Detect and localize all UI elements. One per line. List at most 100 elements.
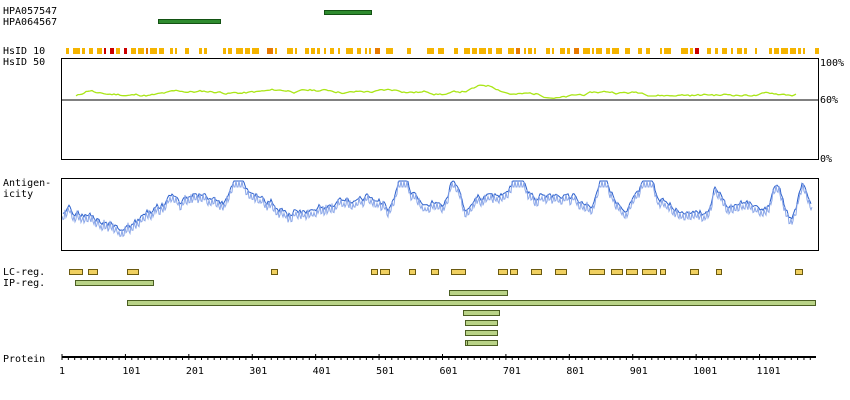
hsid10-mark [744,48,747,54]
protein-tick-label: 1001 [693,366,718,377]
hsid10-mark [245,48,250,54]
lc-region-bar [498,269,509,275]
lc-region-bar [660,269,666,275]
hsid10-mark [116,48,120,54]
identity-line [75,84,797,100]
protein-tick-label: 801 [566,366,585,377]
hsid10-mark [146,48,148,54]
hsid10-mark [104,48,106,54]
hsid10-mark [330,48,334,54]
hsid10-mark [516,48,520,54]
lc-region-bar [379,269,390,275]
hsid10-mark [496,48,502,54]
hsid10-mark [228,48,232,54]
hsid10-mark [185,48,189,54]
hsid10-mark [790,48,796,54]
hsid10-mark [159,48,164,54]
lc-region-bar [690,269,700,275]
hsid10-mark [338,48,340,54]
hsid10-mark [305,48,309,54]
hsid10-mark [596,48,602,54]
hsid10-mark [488,48,492,54]
protein-tick-label: 201 [185,366,204,377]
hsid50-label: HsID 50 [3,57,46,68]
hsid10-mark [646,48,650,54]
protein-tick-label: 301 [249,366,268,377]
hsid10-mark [769,48,772,54]
hsid10-mark [803,48,805,54]
hsid10-mark [681,48,688,54]
hsid10-mark [407,48,411,54]
hsid10-mark [479,48,486,54]
hsid10-mark [386,48,393,54]
hsid10-mark [660,48,662,54]
hsid10-mark [199,48,202,54]
antibody-bar [323,10,373,15]
hsid-max-label: 100% [820,58,845,69]
hsid10-mark [472,48,477,54]
protein-tick-label: 1101 [756,366,781,377]
hsid10-mark [715,48,718,54]
ip-region-bar [127,300,816,306]
hsid-mid-label: 60% [820,95,839,106]
hsid10-mark [781,48,788,54]
hsid10-mark [755,48,757,54]
hsid10-mark [508,48,514,54]
lc-region-bar [431,269,440,275]
hsid10-mark [695,48,699,54]
lc-region-bar [370,269,379,275]
protein-tick-label: 401 [312,366,331,377]
hsid10-label: HsID 10 [3,46,46,57]
hsid10-mark [365,48,367,54]
hsid10-mark [560,48,565,54]
hsid10-mark [464,48,470,54]
ip-region-bar [465,330,498,336]
hsid10-mark [287,48,293,54]
antibody-label-1: HPA057547 [3,6,58,17]
hsid10-mark [664,48,671,54]
ip-region-bar [466,340,498,346]
hsid10-mark [574,48,579,54]
identity-panel [61,58,819,160]
hsid10-track [62,48,819,54]
lc-region-bar [715,269,722,275]
lc-region-bar [127,269,139,275]
hsid10-mark [798,48,801,54]
lc-region-bar [450,269,466,275]
hsid10-mark [638,48,642,54]
hsid10-mark [66,48,69,54]
hsid10-mark [275,48,277,54]
hsid10-mark [204,48,207,54]
protein-tick-label: 101 [122,366,141,377]
hsid10-mark [267,48,273,54]
hsid10-mark [612,48,619,54]
antigenicity-panel [61,178,819,251]
identity-plot [62,84,818,101]
hsid10-mark [438,48,444,54]
ip-region-bar [465,320,498,326]
hsid10-mark [454,48,458,54]
protein-tick-label: 501 [376,366,395,377]
hsid10-mark [369,48,371,54]
antibody-bar [157,19,222,24]
hsid10-mark [731,48,733,54]
hsid10-mark [552,48,554,54]
hsid10-mark [583,48,590,54]
hsid10-mark [110,48,114,54]
protein-tick-label: 701 [502,366,521,377]
protein-tick-label: 1 [59,366,66,377]
lc-region-bar [588,269,605,275]
hsid10-mark [375,48,380,54]
hsid10-mark [89,48,93,54]
hsid10-mark [175,48,177,54]
lc-region-bar [88,269,99,275]
lc-region-bar [641,269,658,275]
hsid10-mark [82,48,85,54]
hsid10-mark [317,48,320,54]
hsid10-mark [324,48,326,54]
hsid10-mark [131,48,136,54]
hsid10-mark [311,48,315,54]
ip-region-bar [75,280,154,286]
hsid10-mark [170,48,173,54]
